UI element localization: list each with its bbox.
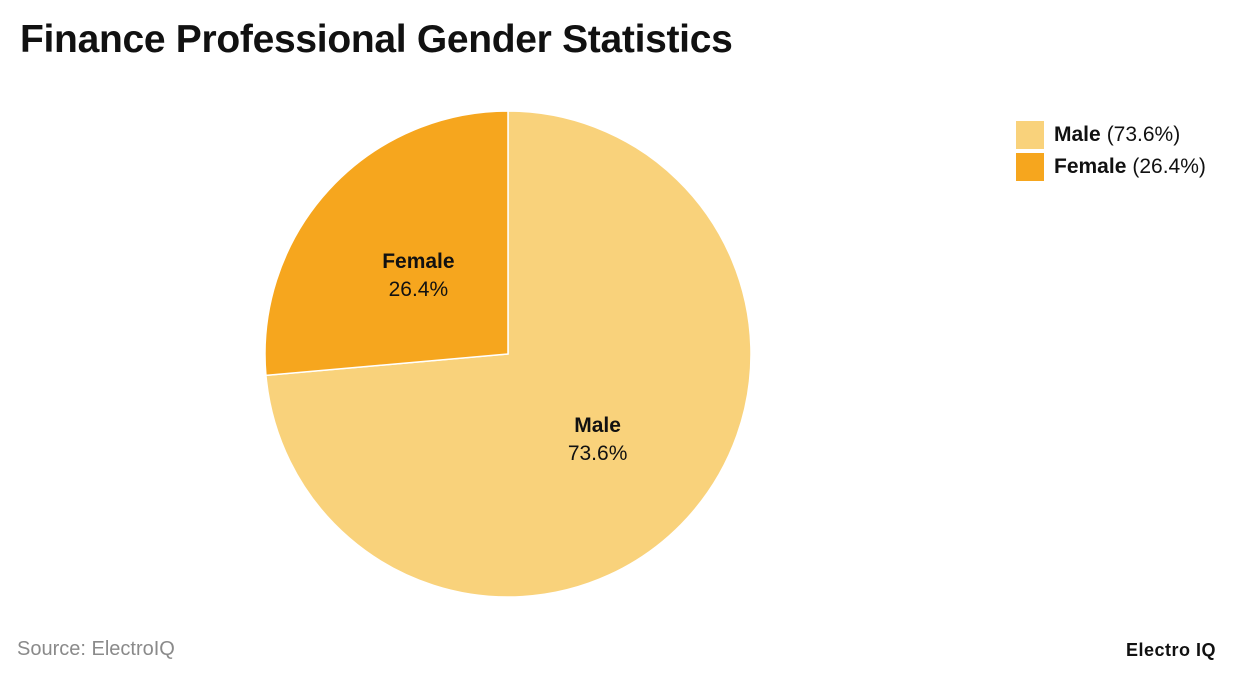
slice-label-female: Female bbox=[382, 250, 454, 273]
legend-value-male: (73.6%) bbox=[1106, 123, 1181, 146]
source-note: Source: ElectroIQ bbox=[17, 638, 175, 660]
legend-swatch-female bbox=[1016, 153, 1044, 181]
legend-swatch-male bbox=[1016, 121, 1044, 149]
legend-item-female: Female (26.4%) bbox=[1016, 151, 1206, 183]
brand-logo: Electro IQ bbox=[1125, 640, 1216, 660]
slice-label-male: Male bbox=[574, 414, 621, 437]
slice-value-female: 26.4% bbox=[389, 278, 449, 301]
slice-value-male: 73.6% bbox=[568, 442, 628, 465]
legend-label-male: Male bbox=[1054, 123, 1101, 146]
legend-label-female: Female bbox=[1054, 155, 1127, 178]
chart-title: Finance Professional Gender Statistics bbox=[20, 18, 733, 61]
legend-value-female: (26.4%) bbox=[1132, 155, 1206, 178]
pie-slice-female bbox=[264, 110, 509, 377]
legend-item-male: Male (73.6%) bbox=[1016, 119, 1206, 151]
chart-legend: Male (73.6%) Female (26.4%) bbox=[1016, 119, 1206, 183]
